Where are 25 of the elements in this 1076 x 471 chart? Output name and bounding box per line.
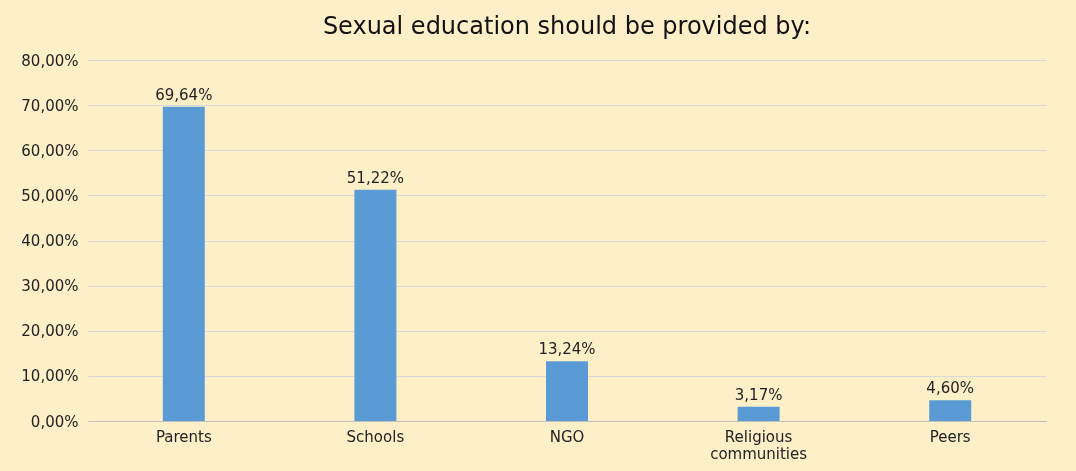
y-tick-label: 80,00% [21, 51, 79, 70]
x-tick-label: Religious communities [710, 427, 808, 463]
x-tick-label: Schools [346, 427, 405, 446]
x-tick-label: Peers [929, 427, 971, 446]
x-tick-label: Parents [155, 427, 212, 446]
data-label: 13,24% [538, 340, 596, 359]
data-label: 69,64% [155, 85, 213, 104]
y-tick-label: 0,00% [30, 412, 79, 431]
bar [929, 400, 972, 421]
x-tick-label: NGO [549, 427, 585, 446]
data-label: 51,22% [346, 168, 404, 187]
bar [737, 406, 780, 421]
data-label: 3,17% [734, 385, 783, 404]
y-tick-label: 20,00% [21, 322, 79, 341]
y-tick-label: 60,00% [21, 141, 79, 160]
y-tick-label: 10,00% [21, 367, 79, 386]
y-tick-label: 50,00% [21, 186, 79, 205]
y-tick-label: 30,00% [21, 277, 79, 296]
data-label: 4,60% [926, 379, 975, 398]
chart-title: Sexual education should be provided by: [322, 12, 812, 40]
bar [354, 189, 397, 421]
y-tick-label: 40,00% [21, 232, 79, 250]
bar [546, 361, 588, 421]
y-tick-label: 70,00% [21, 96, 79, 115]
bar [162, 106, 205, 421]
